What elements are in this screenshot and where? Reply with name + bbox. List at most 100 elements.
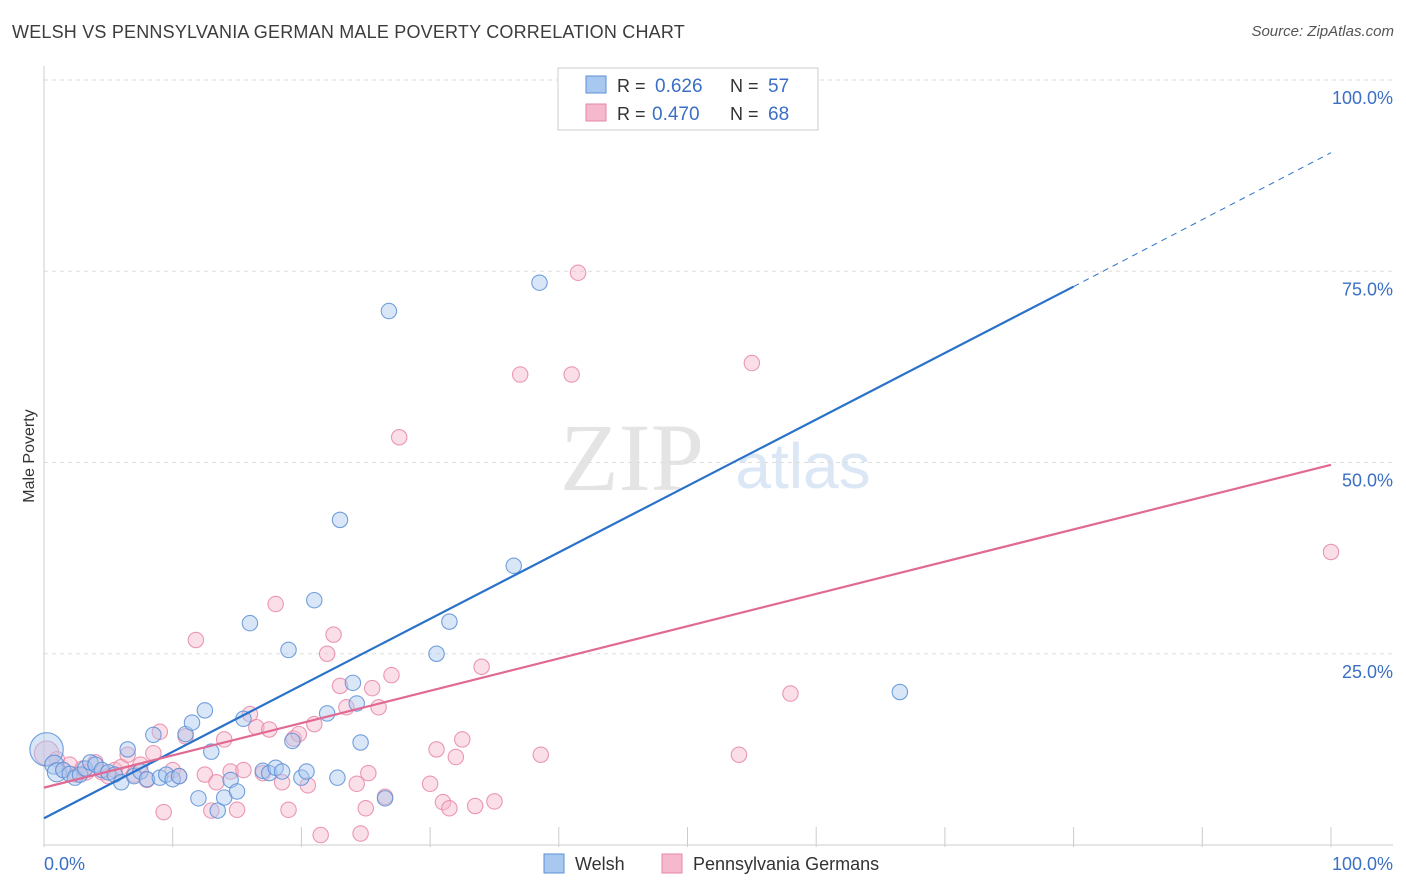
x-tick-label-100: 100.0% bbox=[1332, 854, 1393, 874]
point-pg-34 bbox=[267, 595, 284, 613]
legend-pg-r-value: 0.470 bbox=[652, 104, 700, 125]
legend-pg-n-label: N = bbox=[730, 104, 759, 124]
point-welsh-0 bbox=[29, 732, 64, 767]
point-pg-56 bbox=[428, 741, 445, 758]
point-welsh-39 bbox=[284, 732, 301, 750]
point-pg-41 bbox=[312, 826, 329, 844]
scatter-points bbox=[29, 73, 1340, 844]
point-pg-68 bbox=[730, 746, 748, 763]
legend-welsh-n-value: 57 bbox=[768, 76, 789, 97]
point-pg-63 bbox=[486, 793, 503, 810]
trend-line-welsh bbox=[43, 285, 1075, 820]
point-pg-47 bbox=[352, 825, 369, 842]
point-welsh-48 bbox=[352, 734, 369, 751]
point-pg-49 bbox=[360, 764, 377, 782]
point-pg-48 bbox=[357, 800, 374, 817]
point-welsh-54 bbox=[531, 274, 548, 291]
point-welsh-34 bbox=[254, 762, 272, 780]
point-pg-66 bbox=[563, 366, 580, 383]
tick-labels: 25.0% 50.0% 75.0% 100.0% 0.0% 100.0% bbox=[44, 88, 1393, 874]
y-tick-label-75: 75.0% bbox=[1342, 279, 1393, 299]
point-welsh-35 bbox=[260, 764, 278, 782]
point-welsh-38 bbox=[280, 641, 297, 659]
legend-pg-swatch bbox=[585, 103, 607, 122]
point-pg-25 bbox=[208, 774, 225, 791]
legend-bottom-welsh-label: Welsh bbox=[575, 854, 625, 874]
trend-line-pg bbox=[43, 463, 1332, 789]
legend-pg-r-label: R = bbox=[617, 104, 646, 124]
watermark-zip: ZIP bbox=[560, 404, 704, 511]
point-pg-0 bbox=[33, 740, 60, 766]
point-pg-24 bbox=[203, 802, 220, 819]
trend-lines bbox=[43, 152, 1332, 820]
point-pg-29 bbox=[235, 761, 252, 779]
point-welsh-49 bbox=[376, 790, 394, 807]
point-welsh-50 bbox=[380, 302, 398, 320]
point-pg-58 bbox=[441, 800, 458, 817]
legend-pg-n-value: 68 bbox=[768, 104, 789, 125]
point-pg-65 bbox=[532, 746, 550, 763]
legend-bottom-pg-label: Pennsylvania Germans bbox=[693, 854, 879, 874]
point-pg-69 bbox=[743, 354, 761, 372]
point-pg-38 bbox=[290, 725, 308, 743]
legend-welsh-n-label: N = bbox=[730, 76, 759, 96]
point-pg-12 bbox=[119, 746, 136, 763]
point-pg-18 bbox=[155, 803, 172, 821]
point-pg-28 bbox=[228, 801, 246, 819]
point-welsh-17 bbox=[138, 770, 156, 788]
point-welsh-51 bbox=[428, 645, 445, 662]
point-welsh-56 bbox=[891, 683, 909, 701]
point-pg-61 bbox=[466, 797, 484, 815]
point-welsh-22 bbox=[170, 767, 188, 785]
point-welsh-9 bbox=[87, 756, 104, 773]
chart-title: WELSH VS PENNSYLVANIA GERMAN MALE POVERT… bbox=[12, 22, 685, 42]
point-pg-27 bbox=[222, 763, 239, 780]
point-welsh-27 bbox=[203, 743, 220, 760]
y-tick-label-50: 50.0% bbox=[1342, 471, 1393, 491]
point-pg-70 bbox=[782, 685, 799, 702]
point-pg-42 bbox=[318, 645, 336, 662]
point-pg-43 bbox=[325, 626, 342, 643]
grid-lines bbox=[44, 79, 1393, 655]
point-welsh-41 bbox=[298, 763, 315, 780]
point-welsh-31 bbox=[228, 783, 246, 800]
point-pg-67 bbox=[569, 264, 587, 282]
point-pg-55 bbox=[421, 775, 439, 793]
point-welsh-28 bbox=[209, 802, 226, 819]
point-pg-46 bbox=[348, 775, 365, 793]
point-pg-62 bbox=[473, 658, 490, 676]
point-pg-23 bbox=[196, 766, 214, 783]
point-welsh-53 bbox=[505, 557, 523, 575]
point-welsh-18 bbox=[145, 726, 162, 744]
point-pg-44 bbox=[331, 677, 349, 695]
legend-welsh-r-label: R = bbox=[617, 76, 646, 96]
legend-top: R = 0.626 N = 57 R = 0.470 N = 68 bbox=[557, 67, 819, 131]
point-pg-50 bbox=[363, 679, 381, 697]
point-pg-71 bbox=[1322, 543, 1340, 561]
point-welsh-14 bbox=[119, 741, 136, 758]
point-pg-22 bbox=[187, 631, 205, 649]
point-pg-57 bbox=[434, 793, 452, 811]
y-tick-label-100: 100.0% bbox=[1332, 88, 1393, 108]
source-label: Source: ZipAtlas.com bbox=[1251, 23, 1394, 40]
trend-line-welsh-extension bbox=[1073, 152, 1332, 287]
point-welsh-1 bbox=[44, 754, 65, 775]
point-welsh-52 bbox=[441, 613, 458, 630]
point-welsh-44 bbox=[329, 769, 346, 786]
point-pg-53 bbox=[383, 666, 400, 684]
point-pg-59 bbox=[447, 748, 465, 766]
legend-bottom-pg-swatch bbox=[661, 853, 683, 874]
point-pg-64 bbox=[511, 366, 529, 383]
point-welsh-33 bbox=[241, 614, 259, 632]
y-tick-label-25: 25.0% bbox=[1342, 662, 1393, 682]
point-welsh-37 bbox=[273, 763, 291, 780]
point-welsh-24 bbox=[183, 714, 201, 731]
legend-welsh-swatch bbox=[585, 75, 607, 94]
point-welsh-26 bbox=[196, 702, 214, 719]
legend-bottom-welsh-swatch bbox=[543, 853, 565, 874]
point-pg-36 bbox=[280, 801, 297, 819]
y-axis-label: Male Poverty bbox=[21, 409, 38, 502]
point-welsh-45 bbox=[331, 511, 349, 529]
point-pg-60 bbox=[454, 731, 471, 748]
legend-welsh-r-value: 0.626 bbox=[655, 76, 703, 97]
